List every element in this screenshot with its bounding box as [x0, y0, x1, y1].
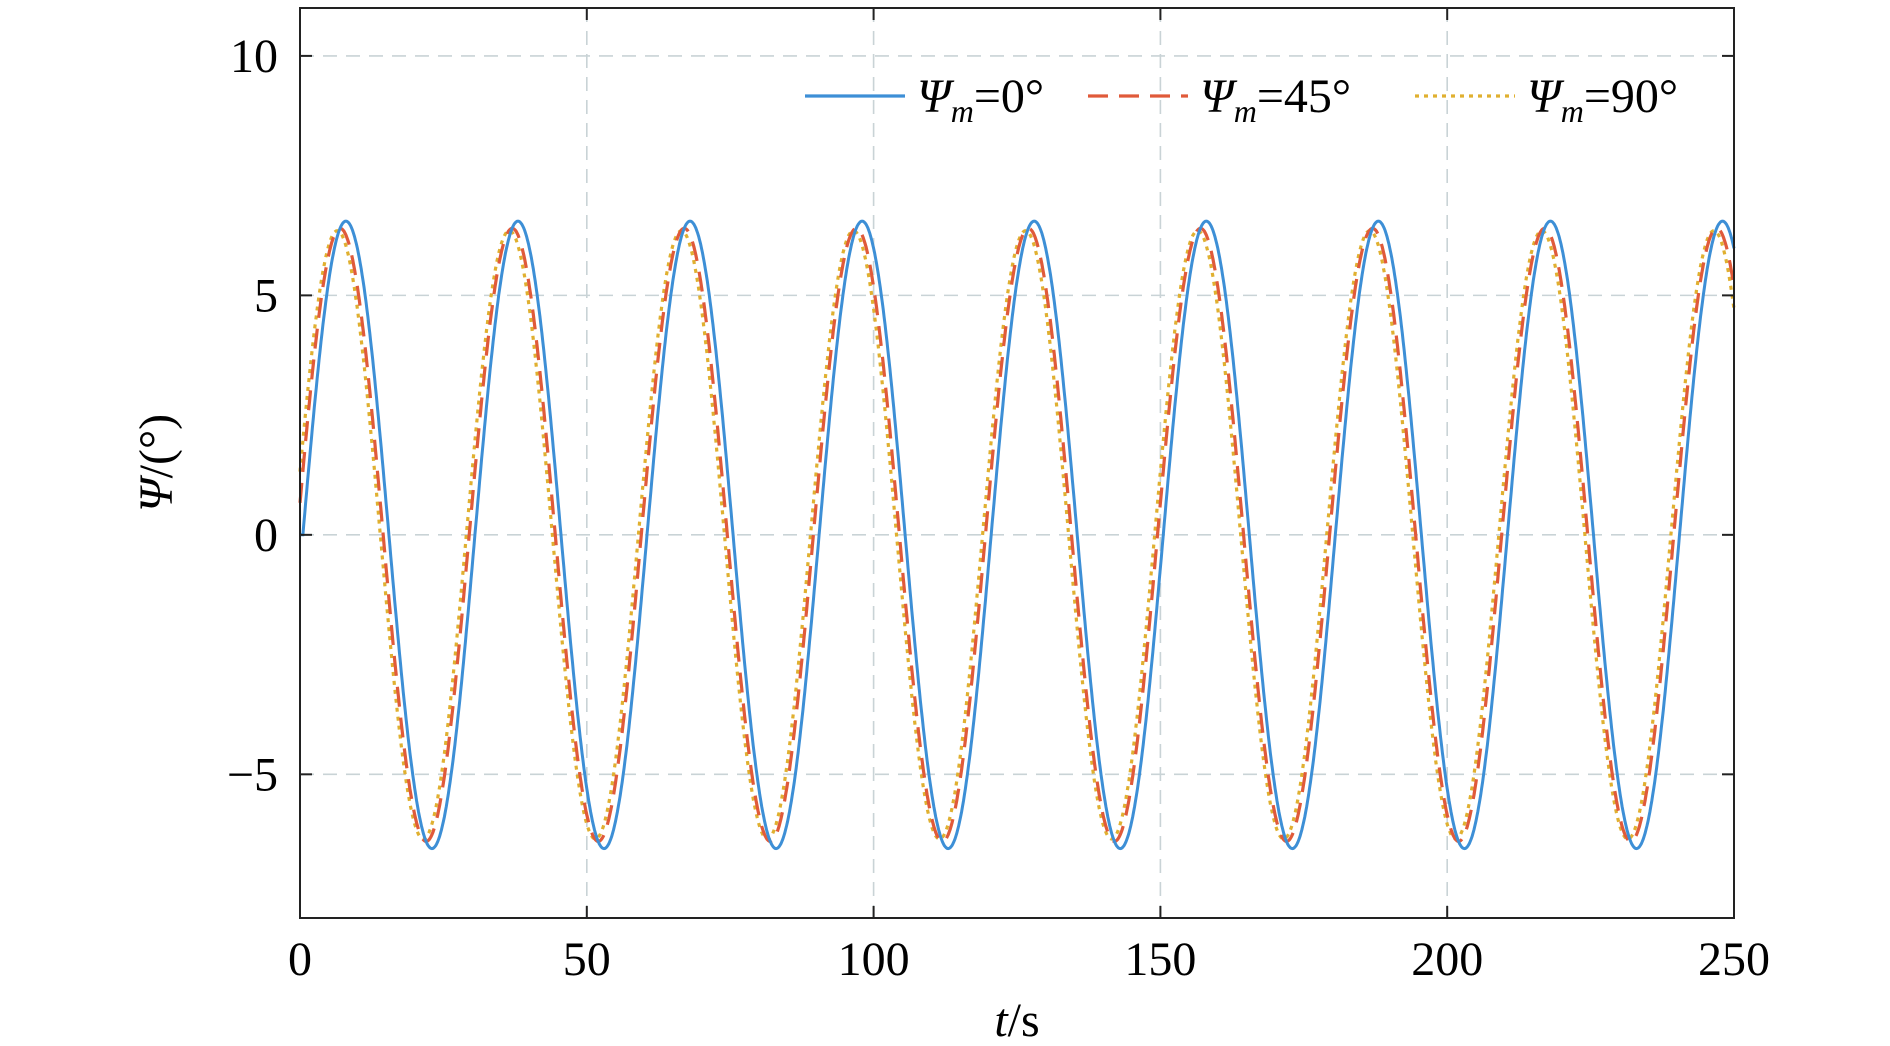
- x-tick-label: 150: [1124, 933, 1196, 986]
- legend-label-2: Ψm=90°: [1527, 70, 1678, 129]
- legend: Ψm=0° Ψm=45° Ψm=90°: [805, 70, 1678, 129]
- y-tick-label: −5: [227, 748, 278, 801]
- series-line-0: [300, 219, 1736, 851]
- axis-ticks: [299, 8, 1735, 918]
- y-tick-label: 0: [254, 509, 278, 562]
- y-tick-labels: −5 0 5 10: [227, 30, 278, 801]
- y-tick-label: 5: [254, 269, 278, 322]
- grid-lines: [300, 8, 1734, 918]
- x-tick-label: 100: [838, 933, 910, 986]
- x-axis-label: t/s: [994, 994, 1039, 1046]
- x-tick-label: 250: [1698, 933, 1770, 986]
- legend-label-0: Ψm=0°: [917, 70, 1044, 129]
- y-axis-label: Ψ/(°): [130, 414, 183, 512]
- series-line-1: [298, 226, 1736, 844]
- x-tick-label: 0: [288, 933, 312, 986]
- y-tick-label: 10: [230, 30, 278, 83]
- x-tick-labels: 0 50 100 150 200 250: [288, 933, 1770, 986]
- series-line-2: [298, 229, 1736, 841]
- x-tick-label: 50: [563, 933, 611, 986]
- series-lines: [298, 219, 1736, 851]
- plot-frame: [299, 7, 1735, 919]
- legend-label-1: Ψm=45°: [1200, 70, 1351, 129]
- x-tick-label: 200: [1411, 933, 1483, 986]
